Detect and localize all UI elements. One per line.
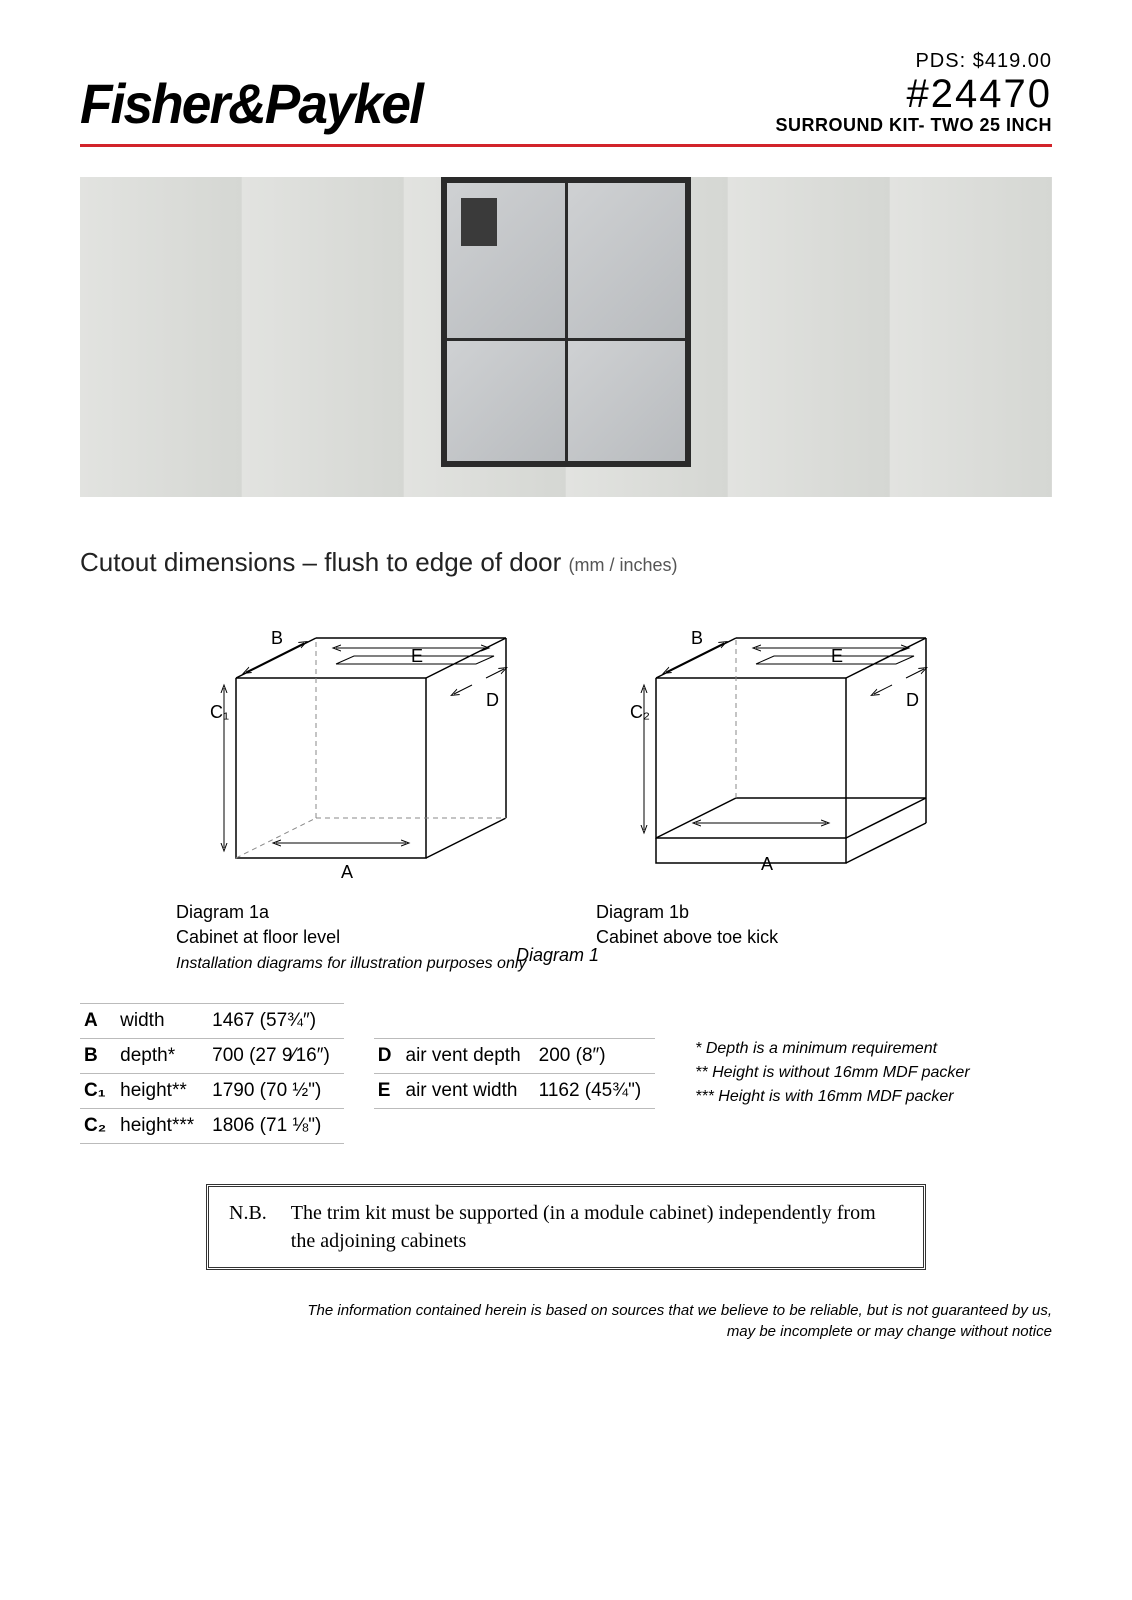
footnote-line: *** Height is with 16mm MDF packer bbox=[695, 1085, 1052, 1109]
diagram-illustration-note: Installation diagrams for illustration p… bbox=[176, 955, 536, 973]
nb-text: The trim kit must be supported (in a mod… bbox=[291, 1199, 903, 1255]
fridge-illustration bbox=[441, 177, 691, 467]
water-dispenser-icon bbox=[461, 198, 497, 246]
label-a: A bbox=[761, 854, 773, 874]
table-row: C₂height***1806 (71 ⅛") bbox=[80, 1108, 344, 1143]
label-b: B bbox=[271, 628, 283, 648]
section-title-units: (mm / inches) bbox=[569, 555, 678, 575]
footnotes: * Depth is a minimum requirement ** Heig… bbox=[685, 1037, 1052, 1109]
section-title: Cutout dimensions – flush to edge of doo… bbox=[80, 547, 1052, 578]
table-row: Awidth1467 (57¾″) bbox=[80, 1003, 344, 1038]
footnote-line: * Depth is a minimum requirement bbox=[695, 1037, 1052, 1061]
section-title-main: Cutout dimensions – flush to edge of doo… bbox=[80, 547, 569, 577]
diagram-1b: B E C₂ D A Diagram 1b Cabinet above toe … bbox=[596, 618, 956, 973]
disclaimer-line: may be incomplete or may change without … bbox=[80, 1321, 1052, 1342]
label-d: D bbox=[486, 690, 499, 710]
dimensions-table-1: Awidth1467 (57¾″) Bdepth*700 (27 9⁄16″) … bbox=[80, 1003, 344, 1144]
disclaimer: The information contained herein is base… bbox=[80, 1300, 1052, 1342]
label-e: E bbox=[411, 646, 423, 666]
table-row: C₁height**1790 (70 ½") bbox=[80, 1073, 344, 1108]
hero-image bbox=[80, 177, 1052, 497]
diagram-1b-title: Diagram 1b bbox=[596, 902, 956, 924]
nb-label: N.B. bbox=[229, 1199, 267, 1255]
label-c: C₁ bbox=[210, 702, 229, 722]
sku-number: #24470 bbox=[775, 72, 1052, 116]
diagram-1a: B E C₁ D A Diagram 1a Cabinet at floor l… bbox=[176, 618, 536, 973]
dimensions-row: Awidth1467 (57¾″) Bdepth*700 (27 9⁄16″) … bbox=[80, 1003, 1052, 1144]
dimensions-table-2: Dair vent depth200 (8″) Eair vent width1… bbox=[374, 1038, 655, 1109]
label-c: C₂ bbox=[630, 702, 650, 722]
label-a: A bbox=[341, 862, 353, 882]
diagram-1a-subtitle: Cabinet at floor level bbox=[176, 927, 536, 949]
footnote-line: ** Height is without 16mm MDF packer bbox=[695, 1061, 1052, 1085]
pds-price: PDS: $419.00 bbox=[775, 50, 1052, 72]
table-row: Dair vent depth200 (8″) bbox=[374, 1038, 655, 1073]
diagrams-row: B E C₁ D A Diagram 1a Cabinet at floor l… bbox=[80, 618, 1052, 973]
label-b: B bbox=[691, 628, 703, 648]
disclaimer-line: The information contained herein is base… bbox=[80, 1300, 1052, 1321]
label-d: D bbox=[906, 690, 919, 710]
label-e: E bbox=[831, 646, 843, 666]
table-row: Eair vent width1162 (45¾") bbox=[374, 1073, 655, 1108]
product-subtitle: SURROUND KIT- TWO 25 INCH bbox=[775, 116, 1052, 136]
diagram-1a-title: Diagram 1a bbox=[176, 902, 536, 924]
brand-logo: Fisher&Paykel bbox=[80, 71, 422, 136]
header: Fisher&Paykel PDS: $419.00 #24470 SURROU… bbox=[80, 50, 1052, 147]
header-right: PDS: $419.00 #24470 SURROUND KIT- TWO 25… bbox=[775, 50, 1052, 136]
nb-box: N.B. The trim kit must be supported (in … bbox=[206, 1184, 926, 1270]
table-row: Bdepth*700 (27 9⁄16″) bbox=[80, 1038, 344, 1073]
